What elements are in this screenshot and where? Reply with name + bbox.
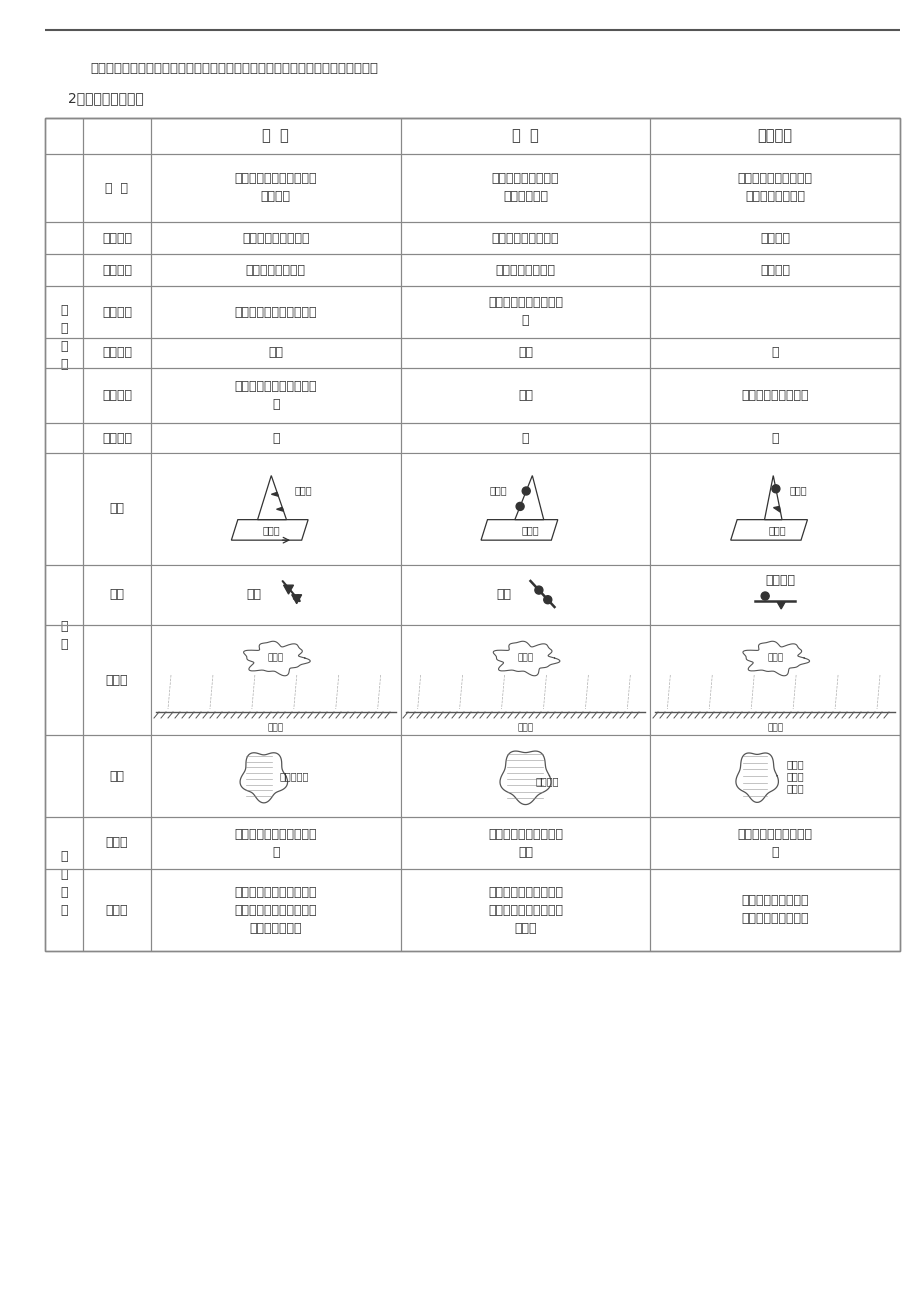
Text: 雨区范围: 雨区范围 <box>102 431 131 444</box>
Text: 大: 大 <box>770 431 778 444</box>
Text: 暖气团: 暖气团 <box>267 654 284 663</box>
Bar <box>651 454 898 564</box>
Text: 暖气团: 暖气团 <box>766 654 782 663</box>
Text: 锋面力度: 锋面力度 <box>102 346 131 359</box>
Text: 暖锋前部: 暖锋前部 <box>535 776 559 786</box>
Text: 冷气团在前，暖气团在
后: 冷气团在前，暖气团在 后 <box>487 297 562 328</box>
Text: 大范围: 大范围 <box>786 783 803 793</box>
Text: 锋前锋后均有，以锋后为
主: 锋前锋后均有，以锋后为 主 <box>234 380 317 411</box>
Text: 天气图: 天气图 <box>106 673 128 686</box>
Text: 天
气
特
征: 天 气 特 征 <box>60 850 68 918</box>
Text: 准静止锋: 准静止锋 <box>757 129 792 143</box>
Text: 过境时: 过境时 <box>106 904 128 917</box>
Text: 冷气团: 冷气团 <box>267 724 284 733</box>
Text: 雨区: 雨区 <box>109 769 124 783</box>
Bar <box>651 736 898 816</box>
Bar <box>402 736 649 816</box>
Text: 暖气团: 暖气团 <box>294 486 312 495</box>
Text: 且暖空气中含有较多的水汽，因而，空气绝热上升，水汽凝结，易形成云雨天气。: 且暖空气中含有较多的水汽，因而，空气绝热上升，水汽凝结，易形成云雨天气。 <box>90 61 378 74</box>
Text: 暖气团被冷气团抬升，常
出现阴天、下雨、刮风、
降温等天气现象: 暖气团被冷气团抬升，常 出现阴天、下雨、刮风、 降温等天气现象 <box>234 885 317 935</box>
Bar <box>152 454 399 564</box>
Text: 小: 小 <box>770 346 778 359</box>
Text: 单一气团控制，天气晴
朗: 单一气团控制，天气晴 朗 <box>737 828 811 858</box>
Text: 单一冷气团控制，低温
晴朗: 单一冷气团控制，低温 晴朗 <box>487 828 562 858</box>
Text: 较小: 较小 <box>517 346 532 359</box>
Text: 图
示: 图 示 <box>60 620 68 651</box>
Text: 冷  锋: 冷 锋 <box>262 129 289 143</box>
Text: 简图: 简图 <box>109 589 124 602</box>
Text: 来回摆动: 来回摆动 <box>759 263 789 276</box>
Bar <box>45 118 899 950</box>
Bar <box>152 736 399 816</box>
Polygon shape <box>283 585 293 594</box>
Circle shape <box>760 592 768 600</box>
Circle shape <box>522 487 529 495</box>
Polygon shape <box>291 595 301 604</box>
Text: 暖气团在前，冷气团在后: 暖气团在前，冷气团在后 <box>234 306 317 319</box>
Text: 冷气团的移动方向: 冷气团的移动方向 <box>245 263 305 276</box>
Text: 暖锋: 暖锋 <box>495 589 510 602</box>
Text: 2．锋的分类与天气: 2．锋的分类与天气 <box>68 91 143 105</box>
Text: 冷气团: 冷气团 <box>766 724 782 733</box>
Text: 暖  锋: 暖 锋 <box>512 129 539 143</box>
Text: 暖气团: 暖气团 <box>516 654 533 663</box>
Text: 锋前: 锋前 <box>517 389 532 402</box>
Polygon shape <box>271 492 278 496</box>
Text: 主
要
区
别: 主 要 区 别 <box>60 303 68 371</box>
Text: 冷气团: 冷气团 <box>767 525 785 535</box>
Circle shape <box>543 596 551 604</box>
Text: 锋前锋后: 锋前锋后 <box>102 306 131 319</box>
Polygon shape <box>777 602 784 609</box>
Text: 暖气团沿冷气团徐徐爬
升，冷却凝结产生连续
性云雨: 暖气团沿冷气团徐徐爬 升，冷却凝结产生连续 性云雨 <box>487 885 562 935</box>
Text: 冷气团: 冷气团 <box>262 525 279 535</box>
Text: 锋后很: 锋后很 <box>786 771 803 781</box>
Text: 暖气团强，冷气团弱: 暖气团强，冷气团弱 <box>492 232 559 245</box>
Text: 冷气团: 冷气团 <box>521 525 539 535</box>
Polygon shape <box>277 508 283 512</box>
Circle shape <box>771 484 779 492</box>
Text: 暖气团的移动方向: 暖气团的移动方向 <box>495 263 555 276</box>
Text: 冷气团强，暖气团弱: 冷气团强，暖气团弱 <box>242 232 310 245</box>
Bar <box>402 626 649 734</box>
Polygon shape <box>773 506 779 512</box>
Bar <box>651 566 898 624</box>
Circle shape <box>534 586 542 594</box>
Text: 冷锋: 冷锋 <box>246 589 261 602</box>
Text: 冷暖气团势力相当，使
锋面来回摆动的锋: 冷暖气团势力相当，使 锋面来回摆动的锋 <box>737 172 811 203</box>
Bar <box>152 626 399 734</box>
Text: 过境前: 过境前 <box>106 836 128 849</box>
Text: 延伸到: 延伸到 <box>786 759 803 769</box>
Text: 冷气团主动向暖气团方向
移动的锋: 冷气团主动向暖气团方向 移动的锋 <box>234 172 317 203</box>
Text: 势均力敌: 势均力敌 <box>759 232 789 245</box>
Circle shape <box>516 503 524 510</box>
Text: 延伸到锋后很大范围: 延伸到锋后很大范围 <box>741 389 808 402</box>
Text: 雨区位置: 雨区位置 <box>102 389 131 402</box>
Text: 冷气团: 冷气团 <box>516 724 533 733</box>
Bar <box>402 454 649 564</box>
Text: 锋图: 锋图 <box>109 503 124 516</box>
Text: 单一暖气团控制，温暖晴
朗: 单一暖气团控制，温暖晴 朗 <box>234 828 317 858</box>
Text: 准静止锋: 准静止锋 <box>765 573 794 586</box>
Text: 概  念: 概 念 <box>106 181 129 194</box>
Bar <box>651 626 898 734</box>
Text: 暖气团: 暖气团 <box>489 486 506 495</box>
Text: 小: 小 <box>272 431 279 444</box>
Bar <box>402 566 649 624</box>
Text: 主要在锋后: 主要在锋后 <box>278 771 308 781</box>
Text: 气团势力: 气团势力 <box>102 232 131 245</box>
Text: 较大: 较大 <box>268 346 283 359</box>
Text: 中: 中 <box>521 431 528 444</box>
Bar <box>45 118 899 950</box>
Text: 暖气团: 暖气团 <box>789 486 807 495</box>
Text: 暖气团平衡抬升或爬
升，形成持续性降水: 暖气团平衡抬升或爬 升，形成持续性降水 <box>741 894 808 926</box>
Text: 移动方向: 移动方向 <box>102 263 131 276</box>
Bar <box>152 566 399 624</box>
Text: 暖气团主动向冷气团
方向移动的锋: 暖气团主动向冷气团 方向移动的锋 <box>492 172 559 203</box>
